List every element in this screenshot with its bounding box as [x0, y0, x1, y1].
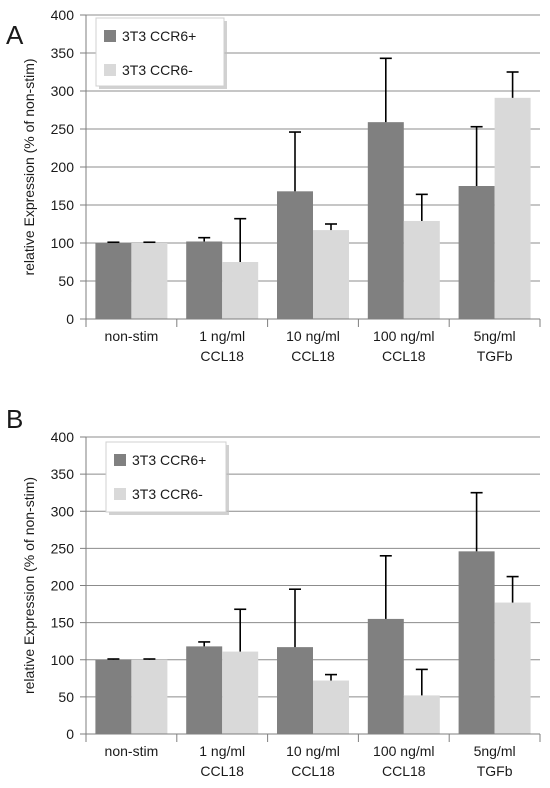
legend-swatch [104, 64, 116, 76]
y-tick-label: 50 [58, 689, 74, 705]
bar-ccr6-pos [367, 618, 404, 734]
y-tick-label: 300 [51, 83, 75, 99]
y-tick-label: 0 [66, 726, 74, 742]
bar-ccr6-neg [494, 97, 531, 319]
x-tick-label: TGFb [477, 763, 513, 779]
y-tick-label: 50 [58, 273, 74, 289]
bar-ccr6-neg [313, 230, 349, 319]
legend-label: 3T3 CCR6- [122, 62, 193, 78]
x-tick-label: 5ng/ml [474, 743, 516, 759]
x-tick-label: TGFb [477, 348, 513, 364]
x-tick-label: 1 ng/ml [199, 328, 245, 344]
bar-ccr6-neg [403, 220, 440, 319]
x-tick-label: 1 ng/ml [199, 743, 245, 759]
x-tick-label: 100 ng/ml [373, 328, 434, 344]
x-tick-label: 100 ng/ml [373, 743, 434, 759]
bar-ccr6-pos [277, 191, 313, 319]
y-tick-label: 250 [51, 121, 75, 137]
panel-label: B [6, 404, 23, 434]
bar-ccr6-pos [458, 551, 495, 734]
bar-ccr6-pos [95, 243, 132, 319]
y-axis-title: relative Expression (% of non-stim) [21, 58, 37, 275]
x-tick-label: 5ng/ml [474, 328, 516, 344]
x-tick-label: 10 ng/ml [286, 328, 340, 344]
bar-ccr6-neg [222, 262, 259, 319]
bar-ccr6-neg [222, 651, 259, 734]
legend-swatch [104, 30, 116, 42]
y-tick-label: 200 [51, 159, 75, 175]
x-tick-label: non-stim [105, 743, 159, 759]
bar-ccr6-pos [458, 186, 495, 319]
y-tick-label: 250 [51, 540, 75, 556]
bar-ccr6-pos [186, 241, 223, 319]
bar-ccr6-pos [95, 659, 132, 734]
y-tick-label: 100 [51, 652, 75, 668]
x-tick-label: CCL18 [291, 348, 335, 364]
bar-ccr6-neg [494, 602, 531, 734]
y-tick-label: 0 [66, 311, 74, 327]
y-tick-label: 350 [51, 466, 75, 482]
y-tick-label: 400 [51, 429, 75, 445]
y-axis-title: relative Expression (% of non-stim) [21, 477, 37, 694]
legend: 3T3 CCR6+ 3T3 CCR6- [95, 17, 227, 89]
bar-ccr6-pos [186, 646, 223, 734]
x-tick-label: CCL18 [200, 763, 244, 779]
x-tick-label: CCL18 [291, 763, 335, 779]
bar-ccr6-neg [131, 659, 168, 734]
bar-ccr6-neg [403, 695, 440, 734]
legend-box [105, 441, 227, 513]
bar-ccr6-pos [367, 122, 404, 319]
y-tick-label: 400 [51, 7, 75, 23]
bar-ccr6-neg [131, 243, 168, 319]
x-tick-label: CCL18 [382, 763, 426, 779]
panel-label: A [6, 20, 24, 50]
y-tick-label: 350 [51, 45, 75, 61]
legend-box [95, 17, 225, 87]
x-tick-label: CCL18 [200, 348, 244, 364]
bar-ccr6-neg [313, 680, 349, 734]
legend-label: 3T3 CCR6+ [122, 28, 196, 44]
y-tick-label: 200 [51, 578, 75, 594]
bar-ccr6-pos [277, 647, 313, 734]
legend-label: 3T3 CCR6- [132, 486, 203, 502]
legend-label: 3T3 CCR6+ [132, 452, 206, 468]
y-tick-label: 150 [51, 197, 75, 213]
x-tick-label: CCL18 [382, 348, 426, 364]
y-tick-label: 100 [51, 235, 75, 251]
chart-panel-b: B 0 50 100 150 200 250 300 350 400 relative Expres… [6, 404, 541, 779]
legend-swatch [114, 454, 126, 466]
x-tick-label: 10 ng/ml [286, 743, 340, 759]
chart-panel-a: A 0 50 100 150 200 250 300 350 400 relative Expres… [6, 7, 541, 364]
legend-swatch [114, 488, 126, 500]
x-tick-label: non-stim [105, 328, 159, 344]
y-tick-label: 150 [51, 615, 75, 631]
legend: 3T3 CCR6+ 3T3 CCR6- [105, 441, 229, 515]
y-tick-label: 300 [51, 503, 75, 519]
